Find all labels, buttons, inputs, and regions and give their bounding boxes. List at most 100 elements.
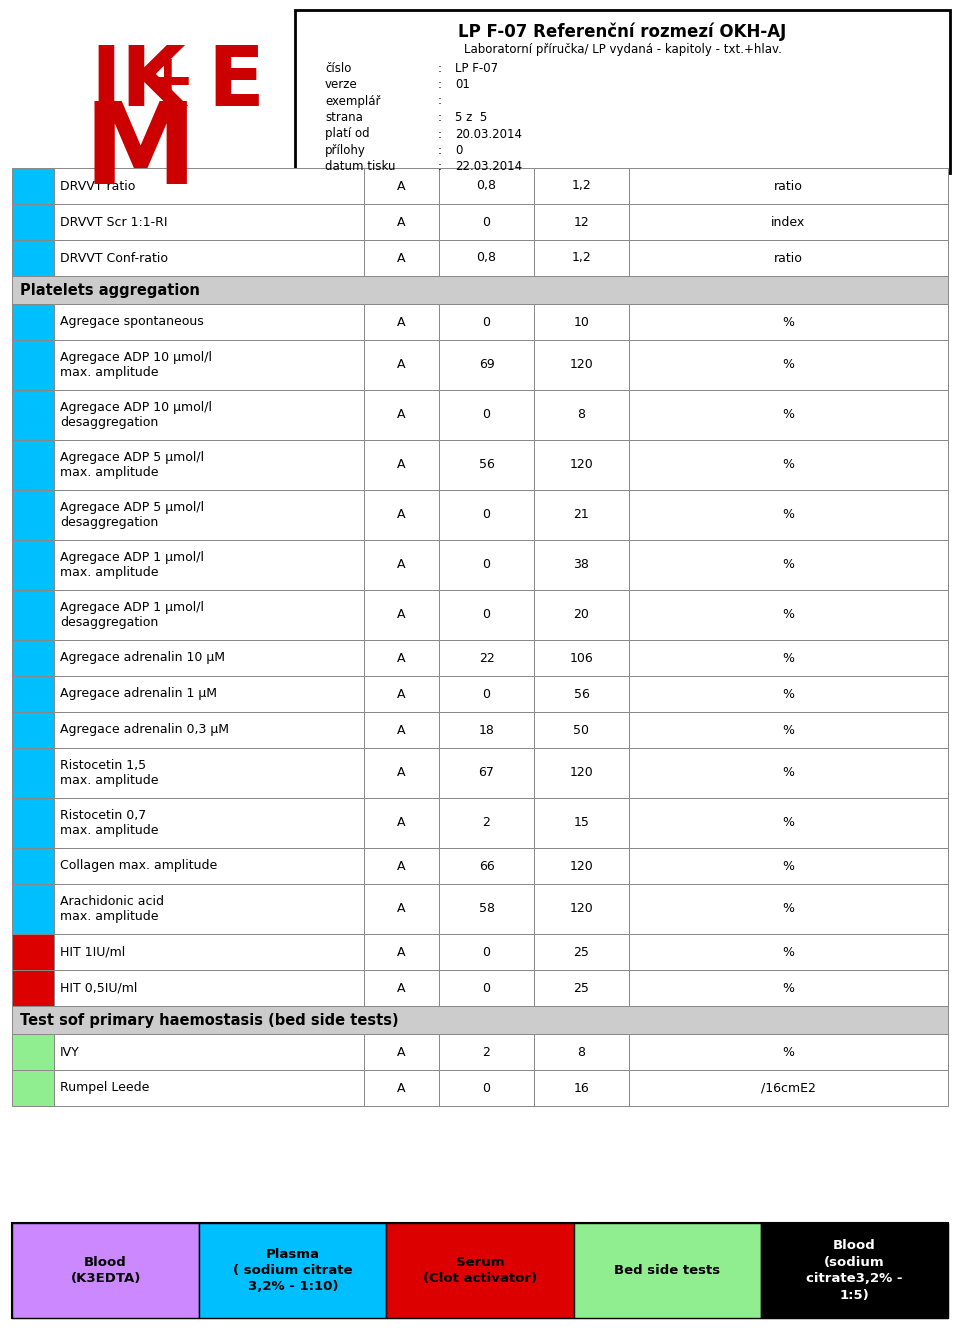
Text: 15: 15	[573, 816, 589, 830]
Bar	[364, 541, 439, 590]
Text: index: index	[772, 215, 805, 229]
Text: 67: 67	[479, 767, 494, 780]
Bar	[12, 1034, 54, 1070]
Bar	[439, 797, 534, 848]
Text: A: A	[397, 652, 406, 665]
Text: Collagen max. amplitude: Collagen max. amplitude	[60, 859, 217, 872]
Bar	[629, 389, 948, 440]
Text: %: %	[782, 724, 795, 736]
Text: HIT 0,5IU/ml: HIT 0,5IU/ml	[60, 982, 137, 994]
Bar	[534, 340, 629, 389]
Bar	[534, 712, 629, 748]
Text: platí od: platí od	[325, 127, 370, 140]
Text: strana: strana	[325, 111, 363, 124]
Text: verze: verze	[325, 78, 358, 91]
Bar	[12, 490, 54, 541]
Text: Agregace adrenalin 10 μM: Agregace adrenalin 10 μM	[60, 652, 225, 665]
Bar	[534, 169, 629, 203]
Text: :: :	[438, 145, 442, 157]
Text: A: A	[397, 252, 406, 265]
Text: Agregace ADP 1 μmol/l
max. amplitude: Agregace ADP 1 μmol/l max. amplitude	[60, 551, 204, 579]
Bar	[629, 640, 948, 676]
Text: A: A	[397, 859, 406, 872]
Bar	[439, 748, 534, 797]
Bar	[629, 240, 948, 276]
Bar	[534, 590, 629, 640]
Bar	[364, 169, 439, 203]
Text: M: M	[84, 98, 197, 209]
Text: 21: 21	[574, 508, 589, 522]
Text: Test sof primary haemostasis (bed side tests): Test sof primary haemostasis (bed side t…	[20, 1013, 398, 1028]
Bar	[12, 797, 54, 848]
Bar	[54, 169, 364, 203]
Bar	[439, 389, 534, 440]
Bar	[364, 748, 439, 797]
Bar	[12, 169, 54, 203]
Bar	[12, 884, 54, 934]
Text: 0: 0	[483, 508, 491, 522]
Bar	[534, 490, 629, 541]
Bar	[54, 590, 364, 640]
Text: %: %	[782, 1045, 795, 1058]
Text: E: E	[207, 43, 264, 123]
Bar	[364, 240, 439, 276]
Bar	[439, 1070, 534, 1107]
Bar	[439, 1034, 534, 1070]
Text: DRVVT Scr 1:1-RI: DRVVT Scr 1:1-RI	[60, 215, 167, 229]
Bar	[629, 676, 948, 712]
Bar	[295, 9, 950, 173]
Bar	[364, 389, 439, 440]
Text: 56: 56	[573, 688, 589, 701]
Bar	[364, 340, 439, 389]
Text: A: A	[397, 903, 406, 915]
Bar	[439, 304, 534, 340]
Text: IVY: IVY	[60, 1045, 80, 1058]
Bar	[439, 934, 534, 970]
Text: :: :	[438, 161, 442, 174]
Text: %: %	[782, 508, 795, 522]
Text: A: A	[397, 1045, 406, 1058]
Text: IK: IK	[90, 43, 185, 123]
Text: 22.03.2014: 22.03.2014	[455, 161, 522, 174]
Bar	[54, 240, 364, 276]
Bar	[12, 934, 54, 970]
Text: 22: 22	[479, 652, 494, 665]
Bar	[12, 590, 54, 640]
Text: 0: 0	[483, 1081, 491, 1094]
Text: ratio: ratio	[774, 252, 803, 265]
Text: 1,2: 1,2	[571, 179, 591, 193]
Bar	[54, 640, 364, 676]
Text: 0: 0	[483, 408, 491, 421]
Text: Ristocetin 0,7
max. amplitude: Ristocetin 0,7 max. amplitude	[60, 808, 158, 838]
Bar	[439, 490, 534, 541]
Bar	[364, 676, 439, 712]
Text: /16cmE2: /16cmE2	[761, 1081, 816, 1094]
Bar	[534, 748, 629, 797]
Text: Ristocetin 1,5
max. amplitude: Ristocetin 1,5 max. amplitude	[60, 759, 158, 787]
Bar	[364, 440, 439, 490]
Bar	[629, 970, 948, 1006]
Bar	[439, 440, 534, 490]
Text: LP F-07: LP F-07	[455, 62, 498, 75]
Bar	[439, 590, 534, 640]
Bar	[364, 490, 439, 541]
Bar	[54, 304, 364, 340]
Bar	[54, 203, 364, 240]
Bar	[54, 797, 364, 848]
Text: %: %	[782, 903, 795, 915]
Text: %: %	[782, 359, 795, 372]
Text: A: A	[397, 459, 406, 471]
Text: 0: 0	[483, 558, 491, 571]
Text: 120: 120	[569, 359, 593, 372]
Bar	[534, 1034, 629, 1070]
Bar	[54, 848, 364, 884]
Text: 10: 10	[573, 316, 589, 329]
Bar	[12, 240, 54, 276]
Text: Agregace adrenalin 1 μM: Agregace adrenalin 1 μM	[60, 688, 217, 701]
Text: %: %	[782, 408, 795, 421]
Bar	[364, 712, 439, 748]
Text: 50: 50	[573, 724, 589, 736]
Text: 0: 0	[483, 215, 491, 229]
Text: A: A	[397, 982, 406, 994]
Bar	[534, 304, 629, 340]
